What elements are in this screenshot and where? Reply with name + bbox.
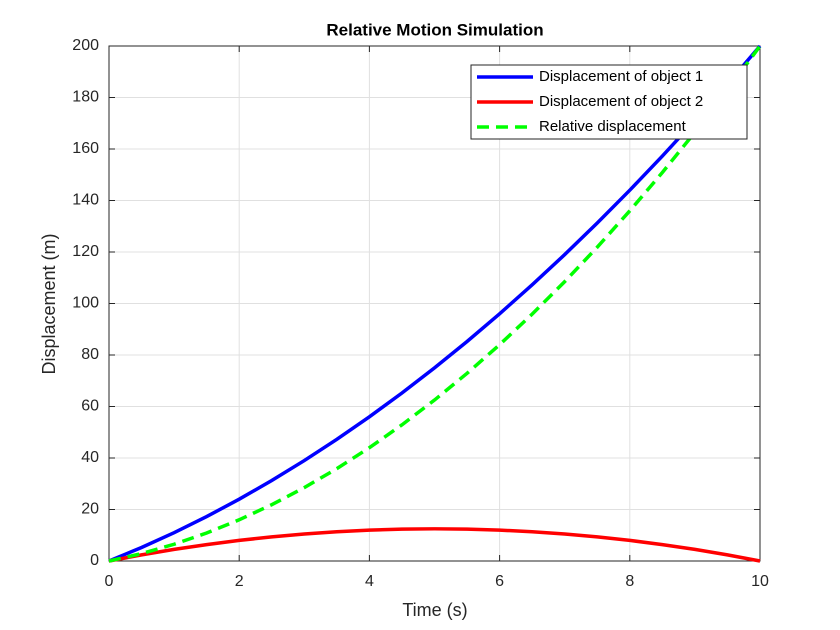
y-axis-label: Displacement (m) bbox=[39, 233, 59, 374]
y-tick-label: 160 bbox=[72, 140, 99, 157]
legend-label: Displacement of object 2 bbox=[539, 93, 703, 110]
x-tick-label: 4 bbox=[365, 573, 374, 590]
chart-title: Relative Motion Simulation bbox=[326, 20, 543, 39]
legend-label: Relative displacement bbox=[539, 118, 687, 135]
y-tick-label: 180 bbox=[72, 89, 99, 106]
data-line bbox=[108, 527, 761, 563]
y-tick-label: 40 bbox=[81, 449, 99, 466]
x-tick-label: 8 bbox=[625, 573, 634, 590]
y-tick-label: 0 bbox=[90, 552, 99, 569]
y-tick-label: 20 bbox=[81, 501, 99, 518]
x-tick-label: 10 bbox=[751, 573, 769, 590]
y-tick-label: 140 bbox=[72, 192, 99, 209]
y-tick-label: 100 bbox=[72, 295, 99, 312]
y-tick-label: 80 bbox=[81, 346, 99, 363]
data-line bbox=[108, 44, 762, 563]
x-tick-label: 0 bbox=[105, 573, 114, 590]
legend: Displacement of object 1 Displacement of … bbox=[470, 64, 748, 140]
axes-box bbox=[108, 45, 761, 562]
x-tick-label: 2 bbox=[235, 573, 244, 590]
legend-label: Displacement of object 1 bbox=[539, 68, 703, 85]
x-axis-label: Time (s) bbox=[402, 600, 467, 620]
y-tick-label: 120 bbox=[72, 243, 99, 260]
y-tick-label: 200 bbox=[72, 37, 99, 54]
y-tick-label: 60 bbox=[81, 398, 99, 415]
x-tick-label: 6 bbox=[495, 573, 504, 590]
data-line bbox=[108, 44, 762, 563]
